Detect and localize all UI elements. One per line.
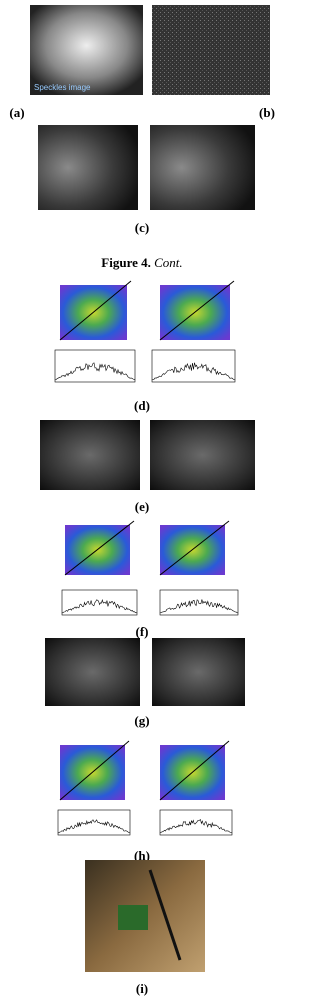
profile-plot — [61, 589, 138, 616]
profile-line — [57, 819, 131, 834]
panel-label: (b) — [259, 105, 275, 120]
image — [150, 420, 255, 490]
diagonal — [59, 740, 130, 801]
diagonal — [159, 280, 235, 341]
image — [152, 638, 245, 706]
diagonal — [64, 520, 135, 576]
profile-line — [159, 599, 239, 614]
profile-plot — [151, 349, 236, 383]
profile-line — [151, 362, 236, 381]
caption: Figure 4. Cont. — [101, 255, 182, 270]
panel-label: (d) — [134, 398, 150, 413]
panel-label: (c) — [135, 220, 149, 235]
image — [38, 125, 138, 210]
profile-plot — [57, 809, 131, 836]
diagonal — [159, 520, 230, 576]
panel-label: (g) — [134, 713, 149, 728]
inset-text: Speckles image — [34, 83, 91, 92]
photo-detail — [118, 905, 148, 930]
figure: Speckles image (a) (b) (c) Figure 4. Con… — [9, 5, 275, 996]
profile-plot — [54, 349, 136, 383]
image — [40, 420, 140, 490]
profile-line — [159, 819, 233, 834]
image — [45, 638, 140, 706]
panel-label: (a) — [9, 105, 24, 120]
diagonal — [159, 740, 230, 801]
photo-detail — [148, 869, 182, 961]
panel-label: (i) — [136, 981, 148, 996]
panel-label: (h) — [134, 848, 150, 863]
profile-line — [54, 362, 136, 381]
noise-image — [152, 5, 270, 95]
profile-line — [61, 598, 138, 614]
panel-label: (e) — [135, 499, 149, 514]
speckle-image — [30, 5, 143, 95]
panel-label: (f) — [136, 624, 149, 639]
diagonal — [59, 280, 132, 341]
image — [150, 125, 255, 210]
